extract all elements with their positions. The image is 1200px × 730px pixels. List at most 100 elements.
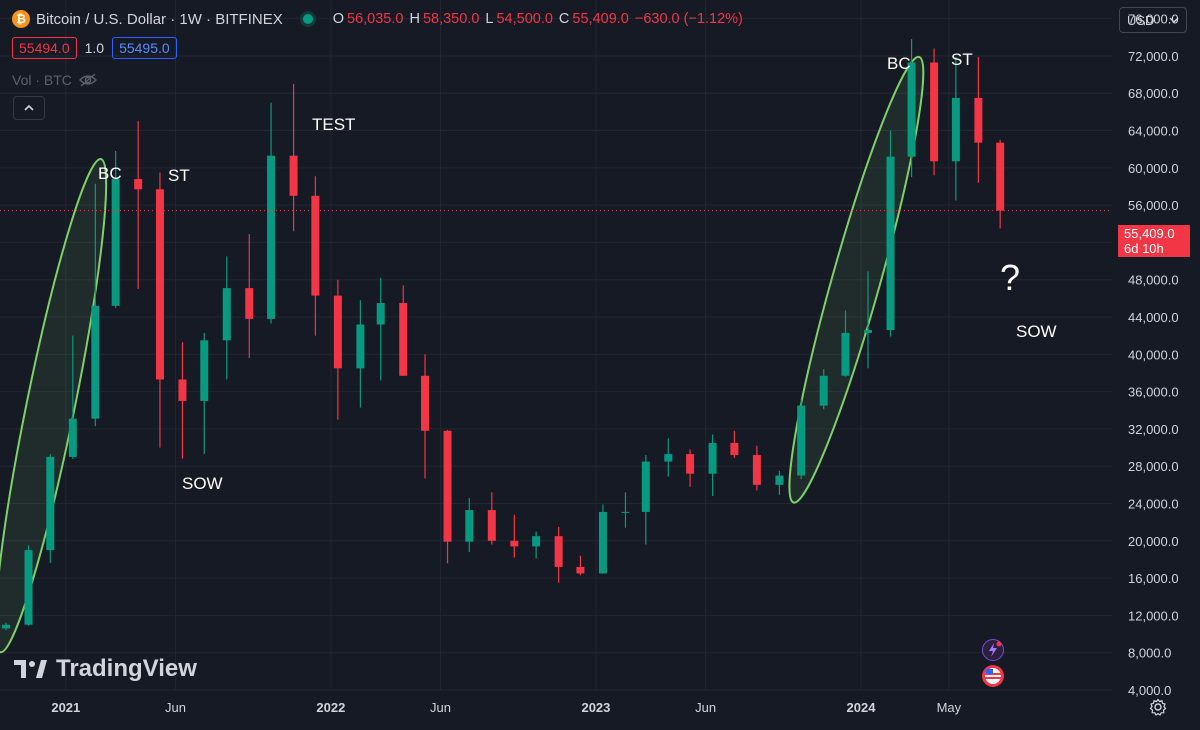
collapse-legend-button[interactable]: [13, 96, 45, 120]
candle-body: [708, 442, 717, 474]
brand-name: TradingView: [56, 655, 197, 682]
candle-body: [134, 179, 143, 190]
candle-body: [200, 340, 209, 401]
ohlc-open-value: 56,035.0: [347, 11, 404, 27]
y-tick-label: 32,000.0: [1128, 422, 1179, 437]
candle-body: [621, 511, 630, 513]
y-tick-label: 44,000.0: [1128, 310, 1179, 325]
candle-body: [974, 97, 983, 143]
x-tick-label: 2021: [51, 700, 80, 715]
candle-body: [752, 455, 761, 485]
candle-body: [245, 288, 254, 319]
candle-body: [376, 303, 385, 325]
symbol-title[interactable]: Bitcoin / U.S. Dollar · 1W · BITFINEX: [36, 10, 283, 28]
candle-body: [598, 511, 607, 574]
candle-body: [664, 454, 673, 462]
market-status-dot[interactable]: [302, 14, 313, 24]
currency-select[interactable]: USD: [1119, 7, 1187, 33]
current-price-tag: 55,409.0 6d 10h: [1118, 225, 1190, 257]
annotation-st-2021: ST: [168, 166, 190, 185]
y-tick-label: 28,000.0: [1128, 459, 1179, 474]
candle-body: [289, 155, 298, 196]
candle-body: [155, 189, 164, 380]
lightning-icon[interactable]: [982, 639, 1004, 661]
ohlc-open-key: O: [332, 11, 344, 27]
trade-prices: 55494.0 1.0 55495.0: [12, 37, 177, 59]
symbol-legend: ₿ Bitcoin / U.S. Dollar · 1W · BITFINEX …: [12, 10, 746, 28]
candle-body: [421, 375, 430, 431]
y-tick-label: 72,000.0: [1128, 49, 1179, 64]
x-tick-label: Jun: [165, 700, 186, 715]
y-tick-label: 64,000.0: [1128, 124, 1179, 139]
buy-price-button[interactable]: 55495.0: [112, 37, 177, 59]
tradingview-mark-icon: [14, 660, 47, 678]
spread-value: 1.0: [84, 40, 105, 56]
y-tick-label: 4,000.0: [1128, 683, 1171, 698]
candle-body: [930, 62, 939, 162]
y-tick-label: 16,000.0: [1128, 571, 1179, 586]
candle-body: [841, 332, 850, 376]
x-tick-label: May: [937, 700, 962, 715]
y-tick-label: 8,000.0: [1128, 646, 1171, 661]
current-price-value: 55,409.0: [1124, 226, 1175, 241]
x-tick-label: Jun: [695, 700, 716, 715]
candle-countdown: 6d 10h: [1124, 241, 1164, 256]
y-tick-label: 24,000.0: [1128, 497, 1179, 512]
volume-legend[interactable]: Vol · BTC: [12, 72, 98, 88]
ohlc-low-key: L: [485, 11, 494, 27]
settings-icon[interactable]: [1149, 698, 1167, 716]
annotation-sow-2021: SOW: [182, 474, 223, 493]
x-tick-label: 2022: [316, 700, 345, 715]
annotation-question: ?: [1000, 257, 1021, 298]
ohlc-low-value: 54,500.0: [496, 11, 553, 27]
y-axis[interactable]: 4,000.0 8,000.0 12,000.0 16,000.0 20,000.0 24…: [1128, 12, 1179, 698]
chevron-down-icon: [1169, 17, 1179, 23]
candle-body: [576, 566, 585, 574]
highlight-ellipse: [0, 158, 108, 654]
us-flag-icon[interactable]: [982, 665, 1004, 687]
candle-body: [68, 418, 77, 457]
chevron-up-icon: [24, 104, 34, 111]
y-tick-label: 48,000.0: [1128, 273, 1179, 288]
candle-body: [465, 510, 474, 542]
candle-body: [222, 288, 231, 341]
sell-price-button[interactable]: 55494.0: [12, 37, 77, 59]
candle-body: [356, 324, 365, 369]
candle-body: [399, 303, 408, 376]
candle-body: [178, 379, 187, 401]
ohlc-close-key: C: [558, 11, 570, 27]
annotation-st-2024: ST: [951, 50, 973, 69]
candle-body: [487, 510, 496, 541]
x-tick-label: 2024: [847, 700, 877, 715]
candle-body: [311, 195, 320, 296]
ohlc-high-key: H: [409, 11, 420, 27]
annotation-sow-2024: SOW: [1016, 322, 1057, 341]
y-tick-label: 36,000.0: [1128, 385, 1179, 400]
candle-body: [996, 142, 1005, 211]
ohlc-close-value: 55,409.0: [572, 11, 629, 27]
candles: [2, 39, 1005, 631]
candle-body: [532, 536, 541, 547]
annotation-test-2021: TEST: [312, 115, 356, 134]
candle-body: [510, 540, 519, 547]
candle-body: [267, 155, 276, 319]
candle-body: [641, 461, 650, 512]
candle-body: [443, 430, 452, 542]
candle-body: [730, 442, 739, 456]
x-tick-label: 2023: [581, 700, 610, 715]
eye-off-icon[interactable]: [78, 72, 98, 88]
candle-body: [24, 550, 33, 625]
x-axis[interactable]: 2021 Jun 2022 Jun 2023 Jun 2024 May: [51, 700, 961, 715]
y-tick-label: 68,000.0: [1128, 86, 1179, 101]
currency-label: USD: [1127, 12, 1155, 28]
y-tick-label: 12,000.0: [1128, 608, 1179, 623]
y-tick-label: 40,000.0: [1128, 347, 1179, 362]
ellipses: [0, 55, 925, 654]
candle-body: [951, 97, 960, 162]
candle-body: [333, 295, 342, 369]
candle-body: [91, 305, 100, 419]
annotation-bc-2021: BC: [98, 164, 122, 183]
y-tick-label: 20,000.0: [1128, 534, 1179, 549]
y-tick-label: 60,000.0: [1128, 161, 1179, 176]
